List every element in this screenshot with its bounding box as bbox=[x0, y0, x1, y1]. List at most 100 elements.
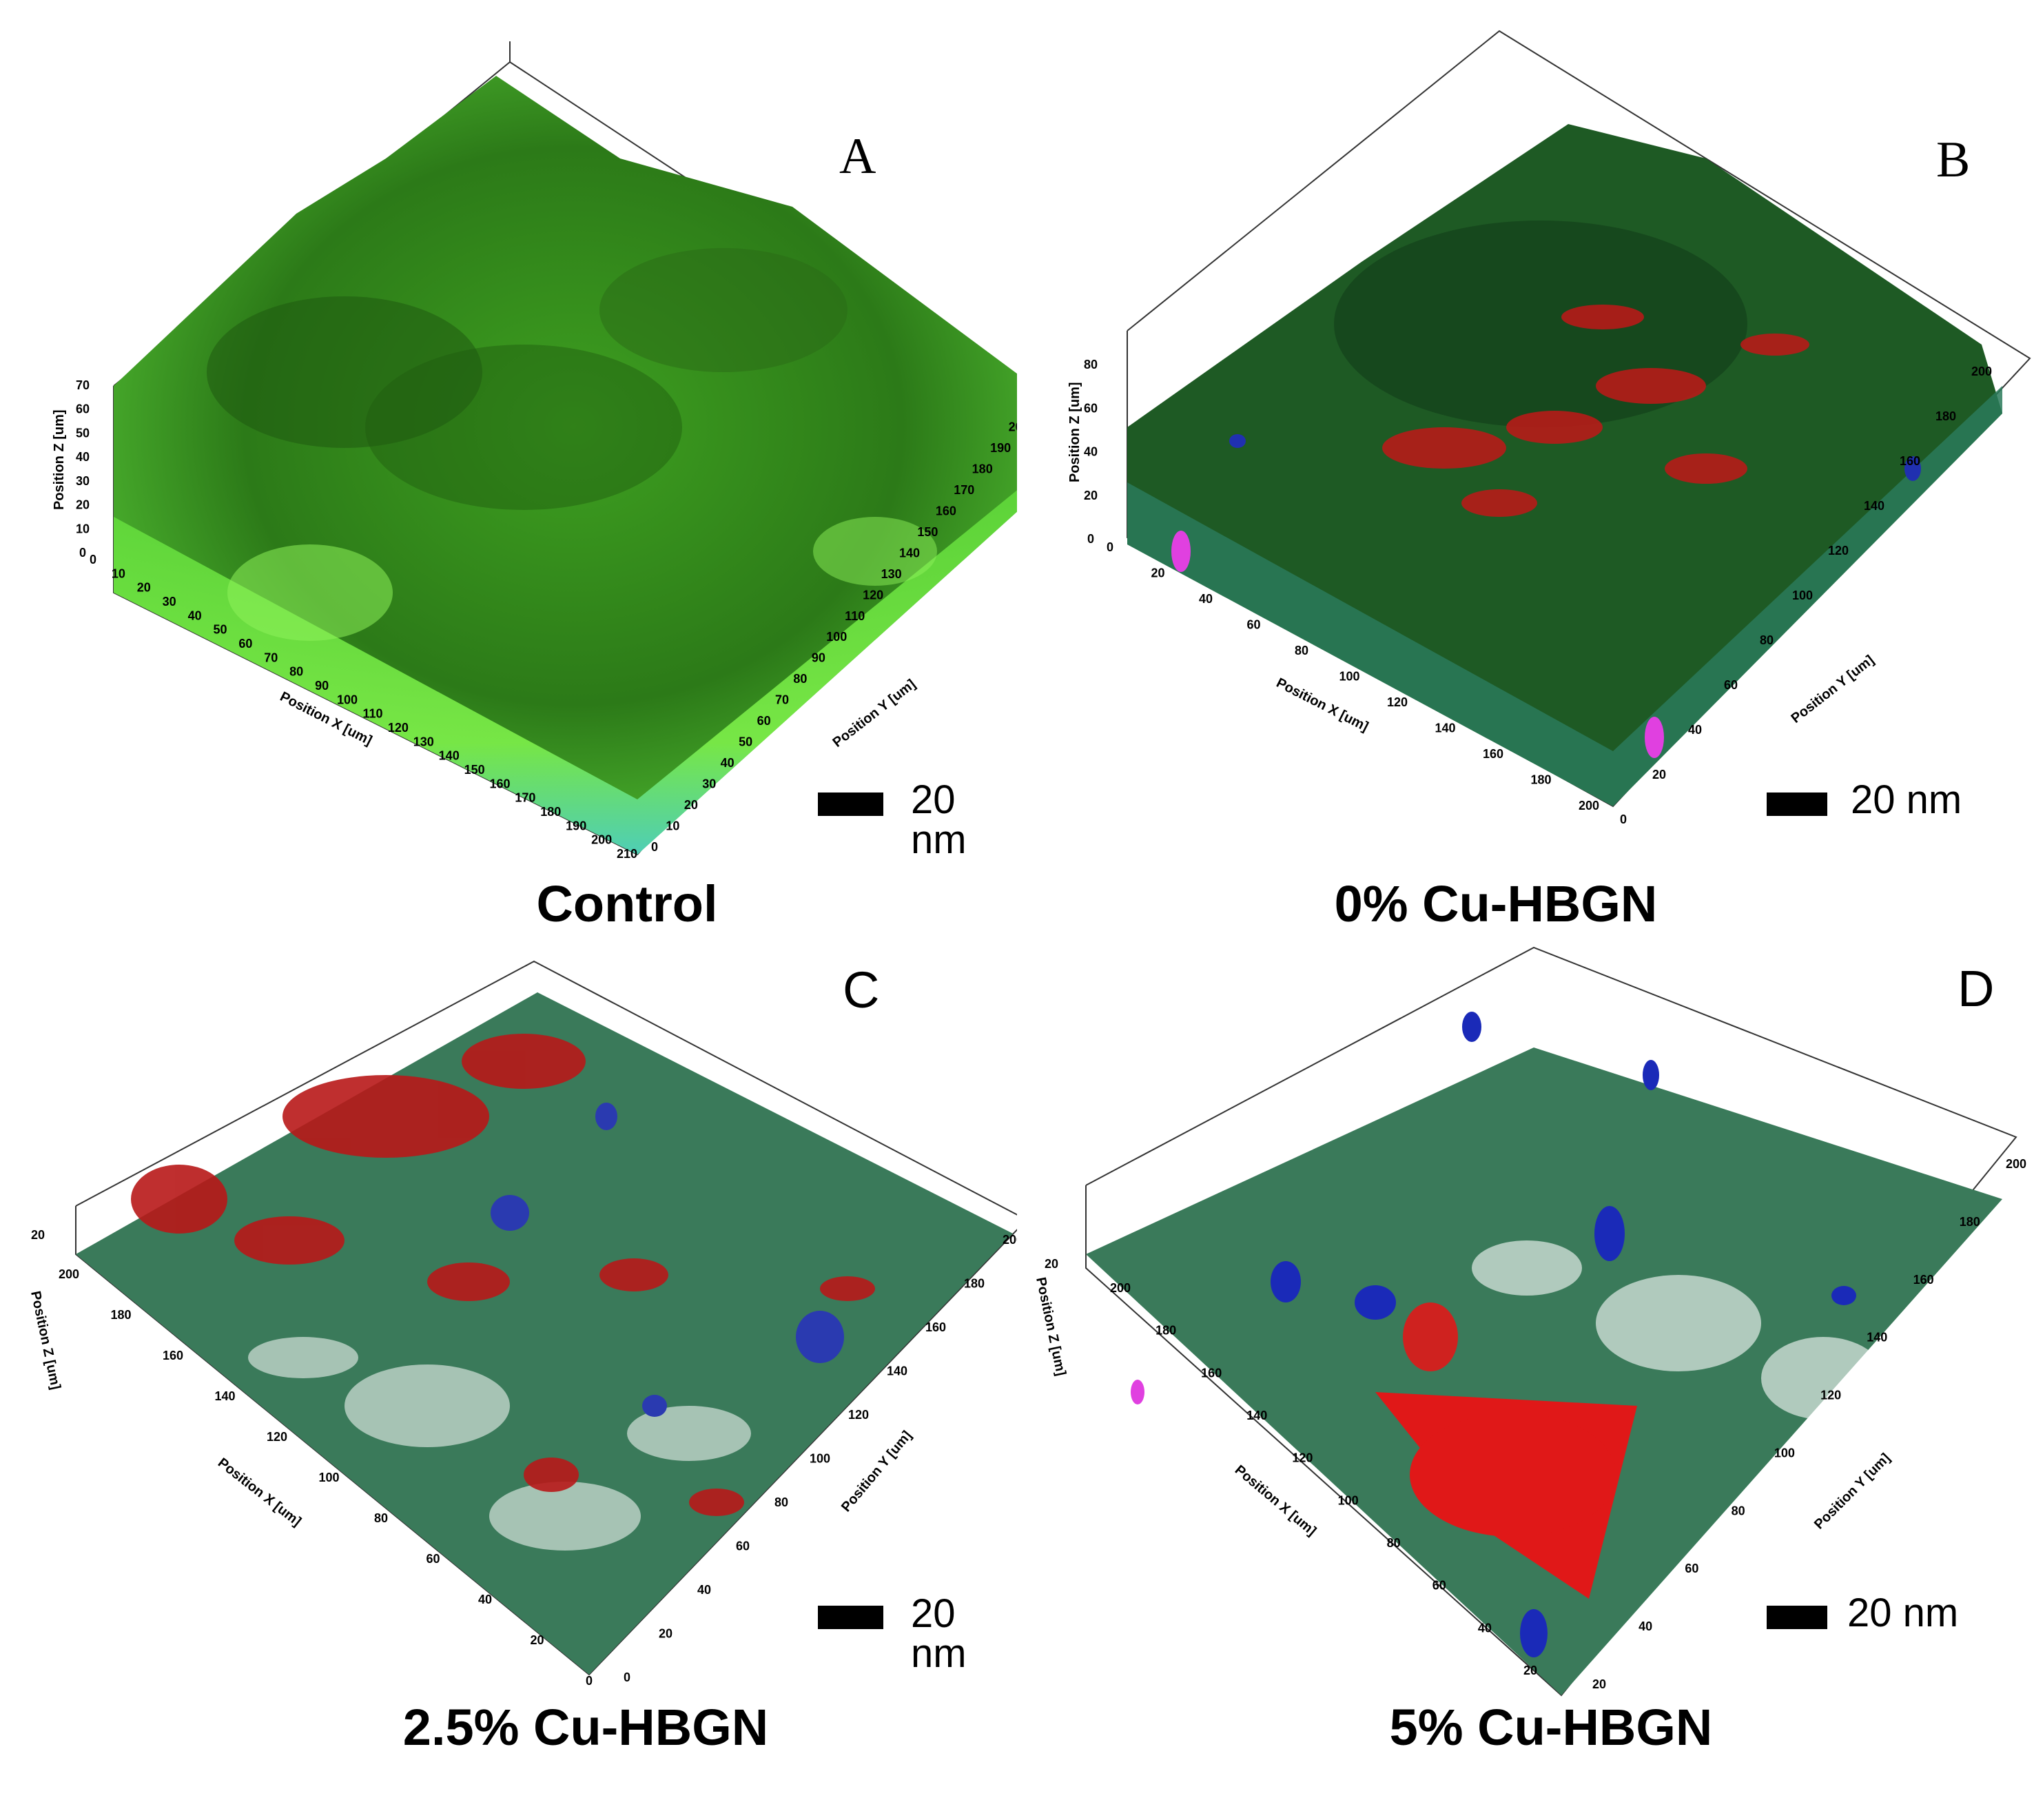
x-tick-label: 0 bbox=[90, 553, 96, 566]
scale-bar bbox=[818, 793, 883, 816]
x-tick-label: 160 bbox=[1201, 1366, 1222, 1380]
x-tick-label: 180 bbox=[110, 1308, 131, 1322]
z-tick-labels: 0 10 20 30 40 50 60 70 bbox=[76, 378, 90, 560]
z-tick-label: 70 bbox=[76, 378, 90, 392]
x-tick-label: 150 bbox=[464, 763, 485, 777]
y-tick-label: 200 bbox=[1971, 365, 1992, 378]
y-tick-label: 160 bbox=[925, 1320, 946, 1334]
z-tick-label: 20 bbox=[1045, 1257, 1058, 1271]
y-tick-label: 180 bbox=[1935, 409, 1956, 423]
panel-5pct-cu-hbgn: Position Z [um] Position X [um] Position… bbox=[1017, 910, 2034, 1819]
z-tick-labels: 0 20 40 60 80 bbox=[1084, 358, 1098, 546]
z-tick-label: 60 bbox=[1084, 401, 1098, 415]
z-tick-label: 0 bbox=[1087, 532, 1094, 546]
x-tick-label: 100 bbox=[1338, 1493, 1359, 1507]
panel-caption: 0% Cu-HBGN bbox=[1334, 875, 1658, 932]
y-tick-label: 80 bbox=[1760, 633, 1774, 647]
x-tick-label: 80 bbox=[1295, 644, 1308, 657]
x-tick-label: 180 bbox=[1530, 773, 1551, 787]
x-tick-label: 10 bbox=[112, 566, 125, 580]
x-tick-label: 160 bbox=[163, 1349, 183, 1362]
y-tick-label: 40 bbox=[1638, 1619, 1652, 1633]
y-tick-label: 120 bbox=[1820, 1389, 1841, 1402]
x-tick-labels: 0 20 40 60 80 100 120 140 160 180 200 bbox=[1107, 540, 1599, 812]
2-5pct-3d-render: Position Z [um] Position X [um] Position… bbox=[28, 960, 1017, 1688]
z-tick-labels: 20 bbox=[1045, 1257, 1058, 1271]
y-tick-label: 70 bbox=[775, 693, 789, 707]
y-tick-label: 200 bbox=[2006, 1157, 2026, 1171]
x-tick-label: 160 bbox=[489, 777, 510, 790]
z-tick-label: 60 bbox=[76, 402, 90, 416]
z-tick-label: 0 bbox=[79, 546, 86, 560]
x-tick-label: 30 bbox=[163, 595, 176, 609]
x-tick-labels: 20 40 60 80 100 120 140 160 180 200 bbox=[1110, 1281, 1537, 1677]
y-tick-label: 80 bbox=[774, 1495, 788, 1509]
x-tick-label: 90 bbox=[315, 679, 329, 693]
x-tick-label: 110 bbox=[362, 707, 382, 721]
y-tick-label: 140 bbox=[1864, 499, 1884, 513]
x-tick-label: 60 bbox=[426, 1552, 440, 1566]
y-tick-label: 20 bbox=[1652, 768, 1666, 781]
x-tick-label: 50 bbox=[213, 623, 227, 637]
x-tick-label: 210 bbox=[617, 847, 637, 861]
y-tick-label: 200 bbox=[1009, 420, 1017, 434]
y-tick-label: 10 bbox=[666, 819, 679, 833]
x-tick-label: 140 bbox=[1435, 722, 1455, 735]
panel-letter: A bbox=[839, 128, 876, 185]
z-axis-label: Position Z [um] bbox=[1033, 1276, 1069, 1377]
z-tick-label: 10 bbox=[76, 522, 90, 535]
x-tick-label: 20 bbox=[1151, 566, 1164, 580]
x-axis-label: Position X [um] bbox=[1274, 675, 1371, 735]
x-tick-label: 200 bbox=[591, 833, 612, 847]
panel-2-5pct-cu-hbgn: Position Z [um] Position X [um] Position… bbox=[0, 910, 1017, 1819]
x-tick-label: 120 bbox=[388, 721, 409, 735]
scale-bar bbox=[1767, 793, 1827, 816]
x-tick-label: 100 bbox=[337, 693, 358, 706]
x-tick-label: 190 bbox=[566, 819, 586, 832]
y-tick-label: 160 bbox=[936, 504, 956, 518]
x-axis-label: Position X [um] bbox=[215, 1455, 304, 1530]
x-tick-label: 130 bbox=[413, 735, 434, 748]
y-tick-label: 100 bbox=[826, 630, 847, 644]
x-tick-label: 200 bbox=[59, 1267, 79, 1281]
z-tick-label: 40 bbox=[76, 450, 90, 464]
scale-bar bbox=[1767, 1606, 1827, 1629]
panel-caption: 2.5% Cu-HBGN bbox=[402, 1699, 769, 1756]
y-tick-label: 180 bbox=[972, 462, 993, 476]
y-tick-label: 180 bbox=[1960, 1215, 1980, 1229]
y-axis-label: Position Y [um] bbox=[1789, 653, 1878, 726]
y-tick-label: 140 bbox=[1867, 1331, 1887, 1344]
y-tick-label: 20 bbox=[659, 1627, 672, 1641]
x-tick-labels: 0 10 20 30 40 50 60 70 80 90 100 110 120 130 140 150 160… bbox=[90, 553, 637, 861]
y-tick-label: 120 bbox=[863, 588, 883, 602]
x-tick-label: 60 bbox=[238, 637, 252, 651]
z-axis-label: Position Z [um] bbox=[52, 409, 67, 510]
y-tick-labels: 0 20 40 60 80 100 120 140 160 180 200 bbox=[1620, 365, 1992, 826]
x-tick-label: 120 bbox=[1387, 695, 1408, 709]
z-tick-label: 80 bbox=[1084, 358, 1098, 371]
biofilm-surface bbox=[1086, 1047, 2002, 1695]
y-tick-label: 180 bbox=[964, 1277, 985, 1291]
z-tick-label: 40 bbox=[1084, 445, 1098, 459]
y-tick-label: 0 bbox=[1620, 812, 1627, 826]
y-tick-label: 0 bbox=[651, 840, 658, 854]
y-tick-label: 80 bbox=[793, 672, 807, 686]
x-tick-label: 80 bbox=[1387, 1536, 1401, 1550]
x-tick-label: 200 bbox=[1110, 1281, 1131, 1295]
y-tick-label: 120 bbox=[1828, 544, 1849, 558]
5pct-3d-render: Position Z [um] Position X [um] Position… bbox=[1033, 946, 2026, 1697]
x-tick-label: 100 bbox=[1339, 670, 1359, 684]
x-tick-label: 40 bbox=[1478, 1621, 1492, 1635]
y-tick-label: 30 bbox=[702, 777, 716, 791]
y-tick-labels: 0 20 40 60 80 100 120 140 160 180 200 bbox=[624, 1233, 1017, 1684]
y-tick-label: 0 bbox=[624, 1670, 630, 1684]
y-tick-labels: 20 40 60 80 100 120 140 160 180 200 bbox=[1592, 1157, 2026, 1691]
x-tick-label: 180 bbox=[1155, 1324, 1176, 1338]
x-tick-label: 170 bbox=[515, 791, 535, 805]
biofilm-surface bbox=[76, 992, 1013, 1675]
x-tick-label: 0 bbox=[586, 1674, 593, 1688]
0pct-3d-render: Position Z [um] Position X [um] Position… bbox=[1067, 30, 2031, 826]
z-tick-label: 50 bbox=[76, 426, 90, 440]
y-tick-label: 190 bbox=[990, 441, 1011, 455]
y-tick-label: 60 bbox=[1724, 678, 1738, 692]
